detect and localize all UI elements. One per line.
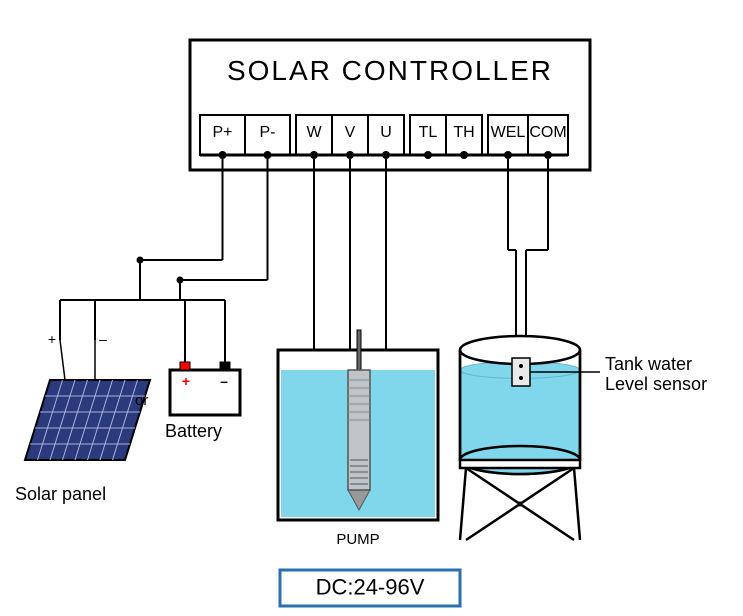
- battery-label: Battery: [165, 421, 222, 441]
- svg-text:+: +: [48, 331, 56, 347]
- terminal-label-V: V: [345, 124, 356, 141]
- terminal-label-TL: TL: [419, 124, 438, 141]
- or-label: or: [135, 392, 148, 409]
- terminal-label-P+: P+: [212, 124, 232, 141]
- solar-panel: [25, 380, 150, 460]
- svg-text:–: –: [99, 331, 107, 347]
- tank-sensor-label-2: Level sensor: [605, 374, 707, 394]
- terminal-label-P-: P-: [260, 124, 276, 141]
- terminal-label-COM: COM: [529, 124, 566, 141]
- tank-sensor-label-1: Tank water: [605, 354, 692, 374]
- water-tank: [460, 336, 580, 474]
- terminal-label-U: U: [380, 124, 392, 141]
- pump-label: PUMP: [336, 531, 379, 548]
- terminal-label-W: W: [306, 124, 322, 141]
- battery-body: [170, 370, 240, 415]
- svg-text:–: –: [220, 373, 228, 389]
- voltage-label: DC:24-96V: [316, 574, 425, 599]
- controller-title: SOLAR CONTROLLER: [227, 55, 553, 86]
- terminal-label-TH: TH: [453, 124, 474, 141]
- svg-text:+: +: [182, 373, 190, 389]
- terminal-label-WEL: WEL: [491, 124, 526, 141]
- level-sensor: [512, 358, 530, 386]
- solar-panel-label: Solar panel: [15, 484, 106, 504]
